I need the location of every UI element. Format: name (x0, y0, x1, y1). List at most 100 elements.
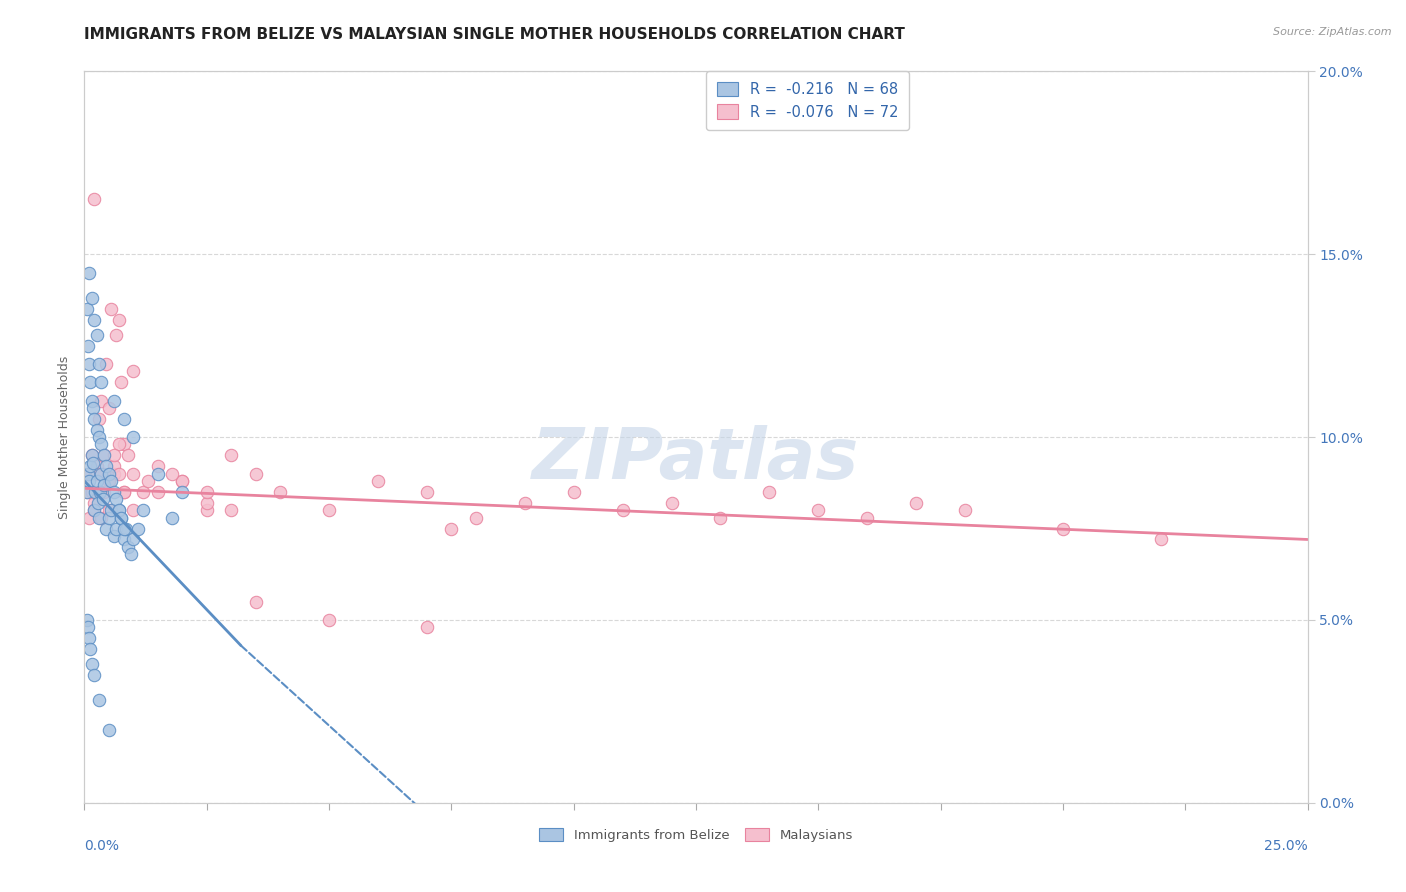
Point (758, 485, 780, 500)
Point (86, 459, 108, 474)
Point (110, 510, 132, 524)
Point (87, 693, 110, 707)
Point (464, 510, 486, 524)
Point (96, 459, 118, 474)
Point (90, 467, 112, 481)
Point (127, 521, 149, 535)
Point (367, 474, 389, 488)
Point (112, 521, 135, 535)
Text: 0.0%: 0.0% (84, 839, 120, 854)
Point (107, 313, 129, 327)
Point (77, 474, 100, 488)
Point (122, 503, 145, 517)
Point (807, 503, 830, 517)
Point (77, 510, 100, 524)
Point (100, 503, 122, 517)
Point (77, 620, 100, 634)
Point (146, 467, 169, 481)
Point (513, 496, 536, 510)
Y-axis label: Single Mother Households: Single Mother Households (58, 355, 72, 519)
Point (90, 393, 112, 408)
Point (82, 401, 104, 415)
Point (146, 459, 169, 474)
Point (709, 510, 731, 524)
Point (87, 430, 110, 444)
Point (107, 503, 129, 517)
Point (132, 503, 155, 517)
Point (93, 485, 115, 500)
Point (93, 477, 115, 491)
Point (83, 412, 105, 426)
Point (79, 459, 101, 474)
Point (91, 492, 114, 507)
Point (80, 393, 103, 408)
Point (103, 393, 125, 408)
Point (172, 485, 194, 500)
Point (76, 485, 98, 500)
Text: Source: ZipAtlas.com: Source: ZipAtlas.com (1274, 27, 1392, 37)
Point (86, 474, 108, 488)
Point (77, 467, 100, 481)
Point (172, 474, 194, 488)
Point (1052, 521, 1074, 535)
Point (105, 327, 128, 342)
Point (117, 540, 139, 554)
Point (90, 437, 112, 451)
Point (87, 412, 110, 426)
Point (97, 510, 120, 524)
Point (103, 448, 125, 462)
Point (905, 496, 928, 510)
Point (195, 485, 218, 500)
Point (136, 474, 159, 488)
Point (82, 456, 104, 470)
Point (318, 503, 340, 517)
Point (162, 510, 184, 524)
Point (132, 485, 155, 500)
Point (661, 496, 683, 510)
Point (77, 338, 100, 352)
Point (122, 533, 145, 547)
Point (87, 496, 110, 510)
Point (112, 485, 135, 500)
Point (76, 485, 98, 500)
Point (112, 533, 135, 547)
Point (87, 357, 110, 371)
Point (162, 467, 184, 481)
Point (76, 301, 98, 317)
Point (80, 485, 103, 500)
Legend: Immigrants from Belize, Malaysians: Immigrants from Belize, Malaysians (534, 822, 858, 847)
Point (86, 423, 108, 437)
Point (115, 521, 138, 535)
Point (83, 496, 105, 510)
Point (79, 642, 101, 657)
Point (80, 448, 103, 462)
Point (122, 364, 145, 378)
Point (172, 474, 194, 488)
Point (80, 657, 103, 671)
Point (79, 375, 101, 389)
Point (77, 266, 100, 280)
Text: 25.0%: 25.0% (1264, 839, 1308, 854)
Point (84, 485, 107, 500)
Point (87, 485, 110, 500)
Point (110, 375, 132, 389)
Point (93, 467, 115, 481)
Text: ZIPatlas: ZIPatlas (533, 425, 859, 493)
Point (76, 613, 98, 627)
Point (269, 485, 291, 500)
Point (416, 620, 439, 634)
Point (107, 467, 129, 481)
Point (1150, 533, 1173, 547)
Point (103, 467, 125, 481)
Point (105, 492, 128, 507)
Point (146, 485, 169, 500)
Point (80, 448, 103, 462)
Point (103, 459, 125, 474)
Point (97, 503, 120, 517)
Point (107, 503, 129, 517)
Point (97, 723, 120, 737)
Point (245, 467, 267, 481)
Point (856, 510, 879, 524)
Point (219, 503, 242, 517)
Point (90, 375, 112, 389)
